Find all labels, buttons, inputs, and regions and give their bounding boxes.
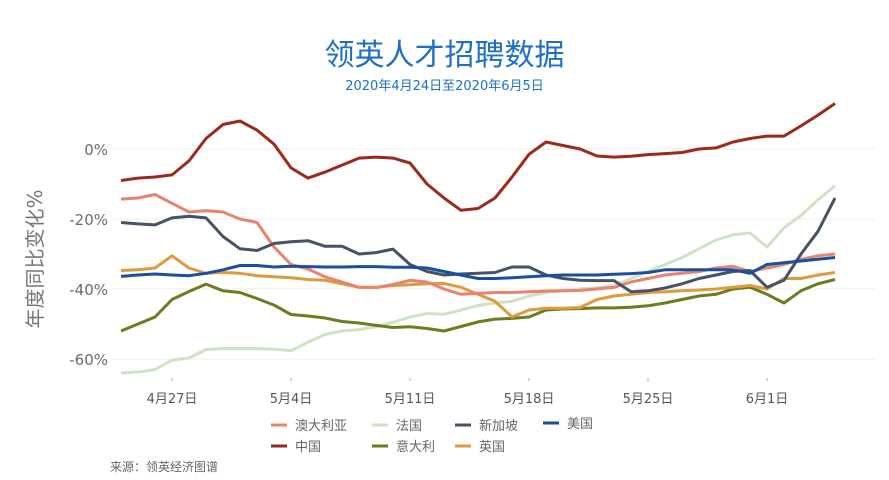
series-line-6 bbox=[120, 256, 836, 280]
x-tick-label: 5月25日 bbox=[623, 392, 674, 407]
legend-item: 中国 bbox=[271, 440, 321, 455]
legend-label: 英国 bbox=[479, 440, 505, 455]
x-tick-label: 5月11日 bbox=[385, 392, 436, 407]
x-tick-label: 5月18日 bbox=[504, 392, 555, 407]
series-line-5 bbox=[120, 254, 836, 319]
x-tick-label: 5月4日 bbox=[270, 392, 313, 407]
legend-label: 美国 bbox=[567, 417, 593, 432]
series-line-2 bbox=[120, 184, 836, 375]
y-tick-label: -20% bbox=[69, 211, 108, 229]
series-line-4 bbox=[120, 197, 837, 294]
chart-subtitle: 2020年4月24日至2020年6月5日 bbox=[345, 79, 544, 94]
y-tick-label: 0% bbox=[84, 141, 108, 159]
legend-label: 新加坡 bbox=[479, 418, 518, 434]
series-line-1 bbox=[120, 102, 836, 212]
y-axis-label: 年度同比变化% bbox=[23, 189, 47, 328]
x-tick-label: 4月27日 bbox=[147, 392, 198, 407]
y-tick-label: -40% bbox=[69, 281, 108, 299]
legend-label: 中国 bbox=[295, 440, 321, 455]
x-tick-label: 6月1日 bbox=[746, 392, 789, 407]
legend-item: 意大利 bbox=[372, 439, 435, 455]
series-line-3 bbox=[120, 278, 836, 333]
legend-item: 新加坡 bbox=[455, 418, 518, 434]
chart-title: 领英人才招聘数据 bbox=[324, 38, 565, 73]
legend-label: 澳大利亚 bbox=[295, 418, 347, 434]
legend-label: 法国 bbox=[396, 419, 422, 434]
legend-item: 法国 bbox=[372, 419, 422, 434]
series-line-0 bbox=[120, 193, 836, 296]
legend-label: 意大利 bbox=[396, 439, 435, 455]
legend-item: 美国 bbox=[543, 417, 593, 432]
y-tick-label: -60% bbox=[69, 351, 108, 369]
legend-item: 澳大利亚 bbox=[271, 418, 347, 434]
legend-item: 英国 bbox=[455, 440, 505, 455]
source-note: 来源：领英经济图谱 bbox=[110, 460, 219, 474]
